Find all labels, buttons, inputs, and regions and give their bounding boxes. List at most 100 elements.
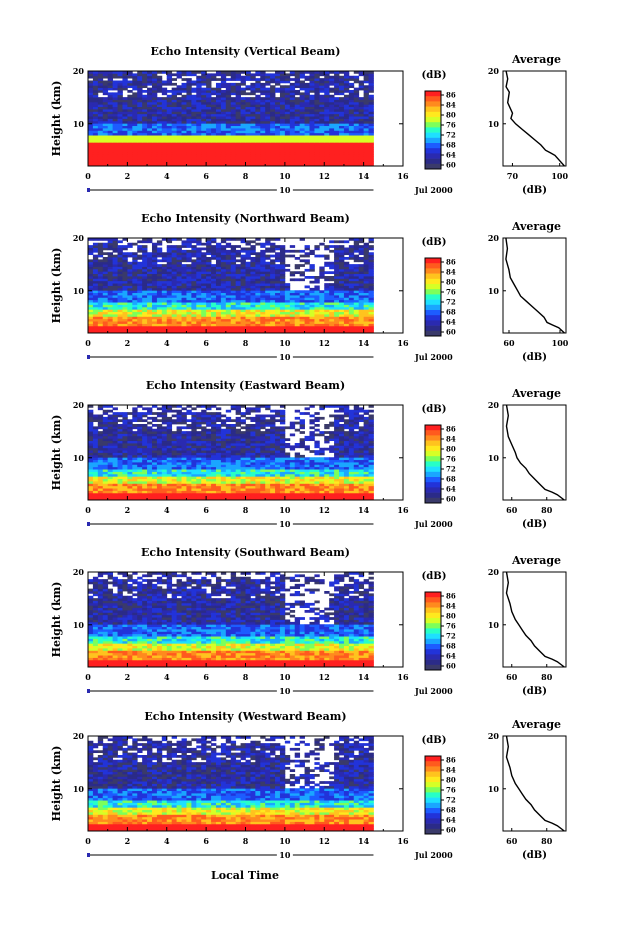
heatmap-cell <box>220 314 227 317</box>
heatmap-cell <box>102 309 109 313</box>
heatmap-cell <box>270 321 276 324</box>
heatmap-cell <box>206 252 212 256</box>
heatmap-cell <box>319 101 325 105</box>
heatmap-cell <box>304 139 310 143</box>
heatmap-cell <box>137 287 143 291</box>
heatmap-cell <box>215 73 222 77</box>
heatmap-cell <box>191 330 197 334</box>
heatmap-cell <box>309 118 315 122</box>
heatmap-cell <box>127 264 133 267</box>
heatmap-cell <box>304 292 310 296</box>
heatmap-cell <box>107 266 114 270</box>
heatmap-cell <box>279 142 286 146</box>
heatmap-cell <box>240 259 246 263</box>
heatmap-cell <box>324 147 330 150</box>
heatmap-cell <box>250 278 256 282</box>
heatmap-cell <box>339 314 345 317</box>
heatmap-cell <box>88 492 94 496</box>
heatmap-cell <box>235 488 241 491</box>
heatmap-cell <box>304 483 310 487</box>
heatmap-cell <box>294 120 301 124</box>
heatmap-cell <box>117 135 123 138</box>
heatmap-cell <box>284 80 291 84</box>
heatmap-cell <box>343 137 350 141</box>
heatmap-cell <box>107 78 114 81</box>
heatmap-cell <box>314 488 320 491</box>
heatmap-cell <box>235 139 241 143</box>
heatmap-cell <box>235 73 241 77</box>
heatmap-cell <box>334 123 340 127</box>
heatmap-cell <box>319 142 325 146</box>
heatmap-cell <box>196 495 202 499</box>
heatmap-cell <box>97 156 104 160</box>
heatmap-cell <box>92 154 99 157</box>
heatmap-cell <box>334 101 340 105</box>
heatmap-cell <box>240 290 246 294</box>
heatmap-cell <box>206 304 212 308</box>
heatmap-cell <box>353 163 360 167</box>
heatmap-cell <box>102 90 109 93</box>
heatmap-cell <box>363 125 369 129</box>
heatmap-cell <box>156 287 163 291</box>
heatmap-cell <box>132 156 138 160</box>
heatmap-cell <box>181 273 187 277</box>
heatmap-cell <box>260 118 266 122</box>
heatmap-cell <box>230 101 237 105</box>
heatmap-cell <box>191 495 197 499</box>
heatmap-cell <box>235 323 241 327</box>
heatmap-cell <box>171 311 177 315</box>
heatmap-cell <box>299 82 305 86</box>
heatmap-cell <box>235 128 241 131</box>
heatmap-cell <box>191 109 197 112</box>
heatmap-cell <box>230 120 237 124</box>
heatmap-cell <box>220 264 227 267</box>
heatmap-cell <box>206 111 212 115</box>
heatmap-cell <box>279 154 286 157</box>
heatmap-cell <box>196 123 202 127</box>
heatmap-cell <box>147 154 153 157</box>
heatmap-cell <box>368 321 374 324</box>
heatmap-cell <box>88 316 94 320</box>
heatmap-cell <box>107 135 114 138</box>
heatmap-cell <box>196 139 202 143</box>
heatmap-cell <box>196 116 202 119</box>
heatmap-cell <box>92 483 99 487</box>
heatmap-cell <box>88 92 94 96</box>
heatmap-cell <box>240 128 246 131</box>
heatmap-cell <box>289 151 296 155</box>
heatmap-cell <box>186 299 192 303</box>
heatmap-cell <box>225 325 232 329</box>
heatmap-cell <box>127 116 133 119</box>
heatmap-cell <box>245 311 251 315</box>
heatmap-cell <box>122 302 128 305</box>
heatmap-cell <box>117 306 123 310</box>
heatmap-cell <box>245 330 251 334</box>
heatmap-cell <box>304 137 310 141</box>
y-tick-label: 20 <box>73 233 85 243</box>
heatmap-cell <box>358 297 365 301</box>
heatmap-cell <box>230 238 237 241</box>
heatmap-cell <box>215 254 222 258</box>
heatmap-cell <box>112 276 118 279</box>
heatmap-cell <box>284 316 291 320</box>
heatmap-cell <box>343 273 350 277</box>
heatmap-cell <box>299 158 305 162</box>
heatmap-cell <box>240 483 246 487</box>
heatmap-cell <box>343 97 350 100</box>
heatmap-cell <box>279 490 286 494</box>
heatmap-cell <box>206 242 212 246</box>
heatmap-cell <box>92 71 99 74</box>
heatmap-cell <box>122 132 128 136</box>
heatmap-cell <box>181 285 187 289</box>
heatmap-cell <box>255 147 261 150</box>
heatmap-cell <box>151 323 158 327</box>
heatmap-cell <box>368 109 374 112</box>
heatmap-cell <box>211 97 217 100</box>
heatmap-cell <box>353 257 360 260</box>
heatmap-cell <box>191 130 197 134</box>
heatmap-cell <box>225 497 232 501</box>
heatmap-cell <box>279 90 286 93</box>
heatmap-cell <box>329 478 335 482</box>
heatmap-cell <box>245 137 251 141</box>
heatmap-cell <box>151 99 158 103</box>
